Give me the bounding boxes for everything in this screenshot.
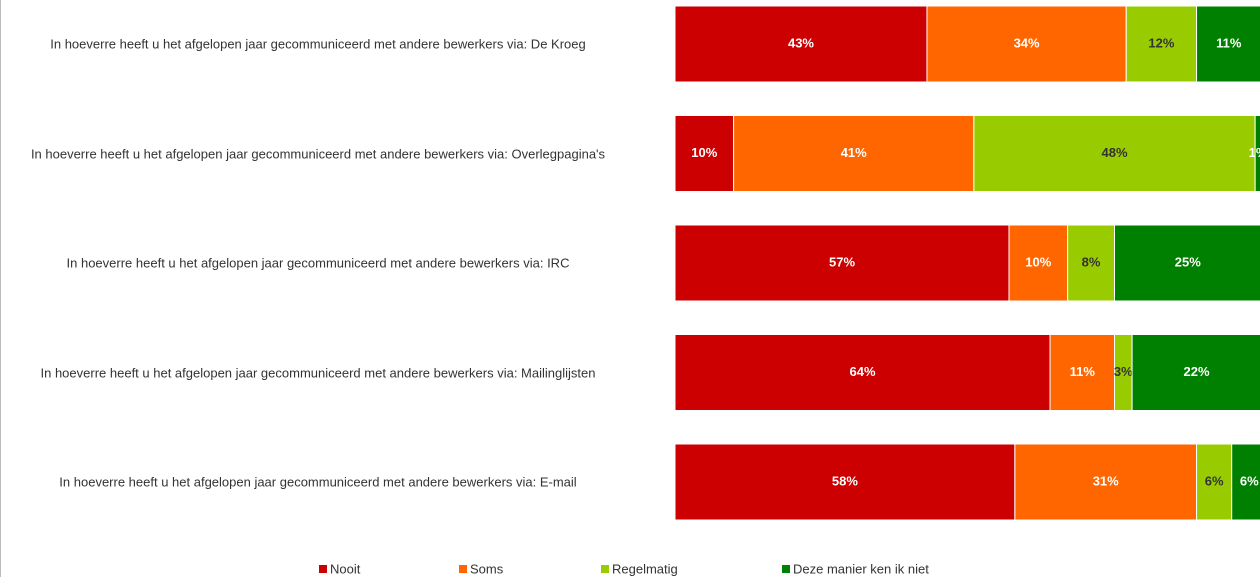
bar-segment (674, 115, 735, 192)
bar-segment (1114, 224, 1260, 302)
value-label: 6% (1205, 473, 1224, 488)
value-label: 25% (1175, 254, 1201, 269)
bar-segment (1254, 115, 1260, 192)
value-label: 57% (829, 254, 855, 269)
bar-segment (1008, 224, 1069, 302)
bar-segment (1125, 5, 1198, 83)
legend-swatch (601, 565, 609, 573)
value-label: 1% (1249, 145, 1260, 160)
value-label: 22% (1184, 364, 1210, 379)
bar-segment (926, 5, 1127, 83)
legend-swatch (459, 565, 467, 573)
legend-label: Deze manier ken ik niet (793, 561, 929, 576)
bar-segment (674, 443, 1016, 521)
bar-segment (1049, 334, 1116, 411)
value-label: 10% (691, 145, 717, 160)
bar-segment (1067, 224, 1115, 302)
category-label: In hoeverre heeft u het afgelopen jaar g… (66, 255, 570, 271)
bar-segment (973, 115, 1256, 192)
value-label: 34% (1014, 35, 1040, 50)
bar-segment (1231, 443, 1260, 521)
bar-segment (1014, 443, 1198, 521)
category-label: In hoeverre heeft u het afgelopen jaar g… (30, 146, 606, 161)
bar-segment (1131, 334, 1260, 411)
value-label: 6% (1240, 473, 1259, 488)
bar-segment (1196, 5, 1260, 83)
value-label: 64% (850, 364, 876, 379)
value-label: 31% (1093, 473, 1119, 488)
legend-swatch (782, 565, 790, 573)
value-label: 41% (841, 145, 867, 160)
bar-segment (674, 334, 1051, 411)
value-label: 10% (1025, 254, 1051, 269)
value-label: 12% (1148, 35, 1174, 50)
value-label: 11% (1070, 364, 1096, 379)
category-label: In hoeverre heeft u het afgelopen jaar g… (50, 36, 586, 52)
value-label: 3% (1114, 364, 1133, 379)
category-label: In hoeverre heeft u het afgelopen jaar g… (40, 365, 596, 380)
value-label: 11% (1216, 35, 1242, 50)
value-label: 8% (1082, 254, 1101, 269)
bar-segment (674, 5, 928, 83)
bar-segment (1196, 443, 1233, 521)
legend-label: Regelmatig (612, 561, 678, 576)
legend-label: Soms (470, 561, 504, 576)
category-label: In hoeverre heeft u het afgelopen jaar g… (59, 474, 577, 490)
bar-segment (733, 115, 975, 192)
value-label: 58% (832, 473, 858, 488)
legend-swatch (319, 565, 327, 573)
legend-label: Nooit (330, 561, 361, 576)
value-label: 48% (1101, 145, 1127, 160)
value-label: 43% (788, 35, 814, 50)
